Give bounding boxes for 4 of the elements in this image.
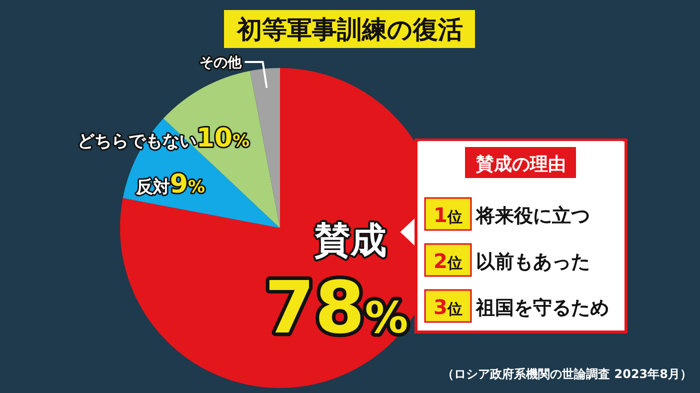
- title: 初等軍事訓練の復活: [224, 10, 475, 48]
- source: （ロシア政府系機関の世論調査 2023年8月）: [442, 367, 692, 381]
- chart-title: 初等軍事訓練の復活: [236, 15, 463, 44]
- slice-label: その他: [200, 55, 243, 71]
